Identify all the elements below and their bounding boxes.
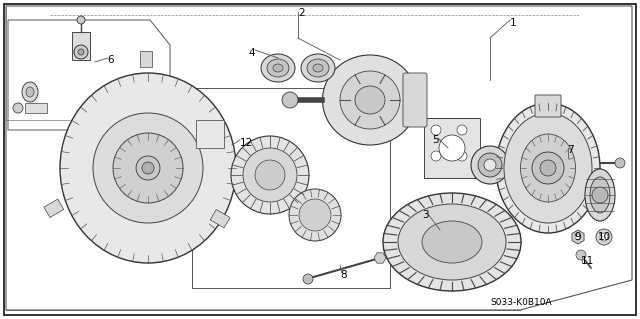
Text: 12: 12 (240, 138, 253, 148)
Text: 3: 3 (422, 210, 429, 220)
Bar (44, 199, 64, 218)
Ellipse shape (93, 113, 203, 223)
Ellipse shape (26, 87, 34, 97)
Bar (196, 120, 224, 148)
Circle shape (457, 125, 467, 135)
Circle shape (13, 103, 23, 113)
Circle shape (575, 234, 581, 240)
Ellipse shape (590, 177, 610, 213)
Text: 4: 4 (248, 48, 255, 58)
Circle shape (142, 162, 154, 174)
Bar (210, 210, 230, 228)
Circle shape (532, 152, 564, 184)
Text: 10: 10 (598, 232, 611, 242)
Ellipse shape (243, 148, 297, 202)
Ellipse shape (301, 54, 335, 82)
Ellipse shape (484, 159, 496, 171)
Ellipse shape (255, 160, 285, 190)
Circle shape (78, 49, 84, 55)
Ellipse shape (307, 59, 329, 77)
Circle shape (282, 92, 298, 108)
Circle shape (596, 229, 612, 245)
Ellipse shape (340, 71, 400, 129)
Text: 1: 1 (510, 18, 516, 28)
Bar (25, 103, 47, 113)
Ellipse shape (355, 86, 385, 114)
Ellipse shape (585, 169, 615, 221)
Text: S033-K0B10A: S033-K0B10A (490, 298, 552, 307)
Circle shape (303, 274, 313, 284)
Ellipse shape (299, 199, 331, 231)
Text: 11: 11 (581, 256, 595, 266)
FancyBboxPatch shape (403, 73, 427, 127)
Ellipse shape (323, 55, 417, 145)
Ellipse shape (60, 73, 236, 263)
Ellipse shape (504, 113, 592, 223)
FancyBboxPatch shape (535, 95, 561, 117)
Text: 2: 2 (298, 8, 305, 18)
Circle shape (77, 16, 85, 24)
Text: 9: 9 (574, 232, 580, 242)
Ellipse shape (289, 189, 341, 241)
Ellipse shape (22, 82, 38, 102)
Bar (424, 118, 480, 178)
Circle shape (592, 187, 608, 203)
Bar (72, 32, 90, 60)
Circle shape (540, 160, 556, 176)
Bar (140, 51, 152, 67)
Circle shape (74, 45, 88, 59)
Circle shape (457, 151, 467, 161)
Ellipse shape (273, 64, 283, 72)
Text: 6: 6 (107, 55, 114, 65)
Circle shape (615, 158, 625, 168)
Text: 7: 7 (567, 145, 573, 155)
Ellipse shape (520, 134, 575, 202)
Ellipse shape (313, 64, 323, 72)
Ellipse shape (471, 146, 509, 184)
Ellipse shape (267, 59, 289, 77)
Text: 5: 5 (432, 135, 438, 145)
Ellipse shape (113, 133, 183, 203)
Ellipse shape (261, 54, 295, 82)
Ellipse shape (439, 135, 465, 161)
Ellipse shape (422, 221, 482, 263)
Circle shape (600, 233, 608, 241)
Circle shape (431, 125, 441, 135)
Circle shape (576, 250, 586, 260)
Ellipse shape (496, 103, 600, 233)
Text: 8: 8 (340, 270, 347, 280)
Ellipse shape (231, 136, 309, 214)
Ellipse shape (478, 153, 502, 177)
Circle shape (136, 156, 160, 180)
Circle shape (431, 151, 441, 161)
Ellipse shape (398, 204, 506, 280)
Circle shape (444, 138, 454, 148)
Ellipse shape (383, 193, 521, 291)
